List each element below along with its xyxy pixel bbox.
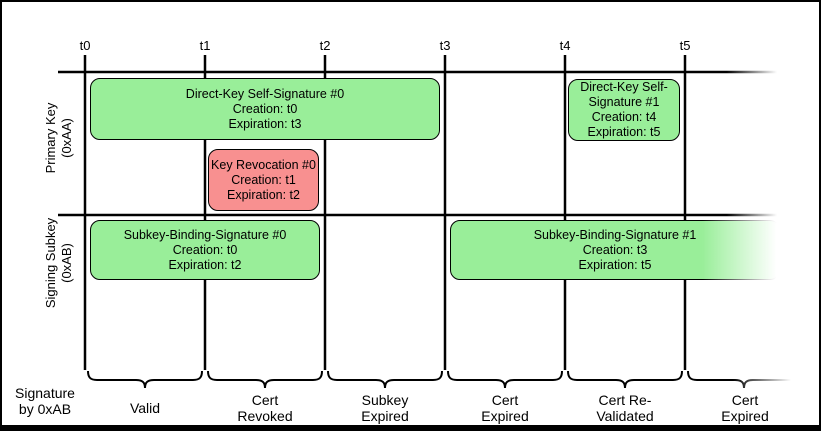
box-expiration: Expiration: t2	[168, 257, 242, 272]
tick-label-t0: t0	[79, 38, 91, 53]
brace-cert-revoked	[207, 370, 323, 389]
tick-label-t3: t3	[439, 38, 451, 53]
row-label-line: Primary Key	[43, 102, 58, 174]
row-label-line: (0xAA)	[59, 118, 74, 158]
interval-line: Cert	[491, 392, 519, 408]
signature-axis-label: Signature by 0xAB	[6, 385, 84, 417]
tick-label-t4: t4	[559, 38, 571, 53]
box-title-line1: Direct-Key Self-	[580, 80, 668, 94]
box-title: Subkey-Binding-Signature #1	[533, 227, 697, 242]
interval-line: Expired	[721, 408, 769, 424]
interval-label-valid: Valid	[85, 391, 205, 425]
box-creation: Creation: t0	[232, 101, 298, 116]
axis-label-line: by 0xAB	[18, 401, 72, 417]
tick-label-t2: t2	[319, 38, 331, 53]
row-label-line: (0xAB)	[59, 243, 74, 283]
row-label-line: Signing Subkey	[43, 217, 58, 309]
interval-line: Cert	[251, 392, 279, 408]
interval-line: Validated	[596, 408, 654, 424]
direct-key-selfsig-0-box: Direct-Key Self-Signature #0 Creation: t…	[90, 78, 440, 140]
interval-label-cert-revoked: Cert Revoked	[205, 391, 325, 425]
interval-label-cert-expired: Cert Expired	[445, 391, 565, 425]
box-title: Subkey-Binding-Signature #0	[123, 227, 287, 242]
box-creation: Creation: t0	[172, 242, 238, 257]
brace-valid	[87, 370, 203, 389]
interval-line: Valid	[129, 400, 161, 416]
box-expiration: Expiration: t5	[587, 125, 661, 139]
box-creation: Creation: t3	[582, 242, 648, 257]
interval-line: Cert	[731, 392, 759, 408]
row-label-signing-subkey: Signing Subkey (0xAB)	[43, 203, 77, 323]
interval-line: Expired	[481, 408, 529, 424]
subkey-binding-sig-0-box: Subkey-Binding-Signature #0 Creation: t0…	[90, 220, 320, 280]
axis-label-line: Signature	[15, 385, 75, 401]
interval-line: Revoked	[237, 408, 293, 424]
interval-label-cert-expired-2: Cert Expired	[685, 391, 805, 425]
interval-line: Expired	[361, 408, 409, 424]
brace-cert-revalidated	[567, 370, 683, 389]
box-title: Direct-Key Self-Signature #0	[185, 86, 345, 101]
interval-line: Subkey	[361, 392, 409, 408]
box-expiration: Expiration: t3	[228, 116, 302, 131]
key-revocation-0-box: Key Revocation #0 Creation: t1 Expiratio…	[208, 149, 319, 211]
interval-label-subkey-expired: Subkey Expired	[325, 391, 445, 425]
brace-cert-expired-2	[687, 370, 801, 389]
box-title-line2: Signature #1	[588, 95, 660, 109]
subkey-binding-sig-1-box: Subkey-Binding-Signature #1 Creation: t3…	[450, 220, 780, 280]
box-creation: Creation: t1	[231, 172, 296, 187]
brace-cert-expired	[447, 370, 563, 389]
tick-label-t1: t1	[199, 38, 211, 53]
interval-line: Cert Re-	[598, 392, 652, 408]
box-expiration: Expiration: t5	[578, 257, 652, 272]
timeline-grid	[58, 55, 801, 389]
brace-subkey-expired	[327, 370, 443, 389]
box-expiration: Expiration: t2	[227, 187, 300, 202]
tick-label-t5: t5	[679, 38, 691, 53]
row-label-primary-key: Primary Key (0xAA)	[43, 78, 77, 198]
interval-label-cert-revalidated: Cert Re- Validated	[565, 391, 685, 425]
box-title: Key Revocation #0	[211, 157, 316, 172]
box-creation: Creation: t4	[591, 110, 657, 124]
direct-key-selfsig-1-box: Direct-Key Self- Signature #1 Creation: …	[568, 79, 680, 141]
